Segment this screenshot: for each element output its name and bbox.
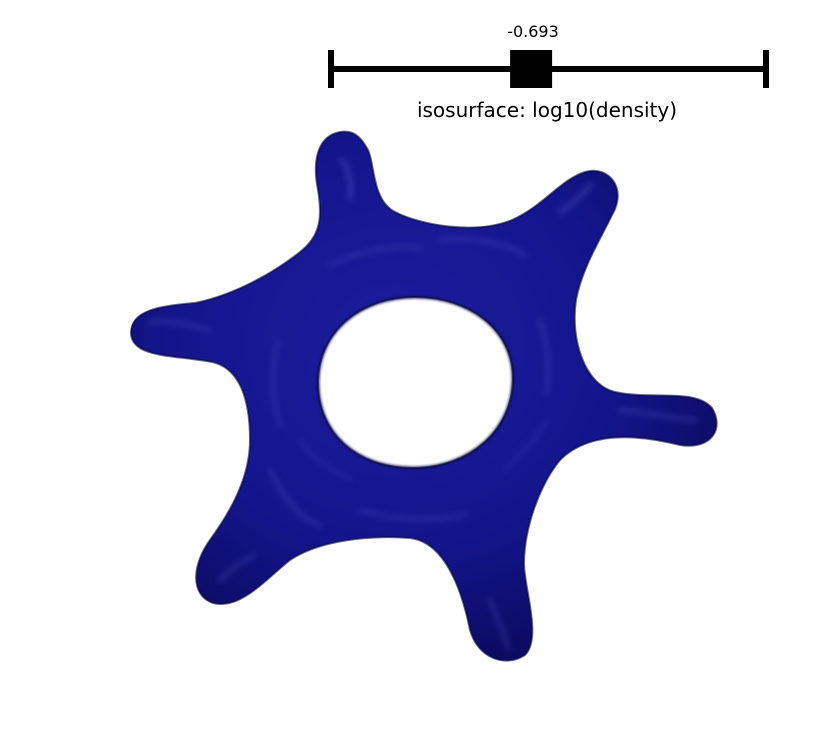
slider-handle[interactable] <box>510 50 553 88</box>
slider-value-label: -0.693 <box>507 22 559 41</box>
slider-title: isosurface: log10(density) <box>416 98 678 122</box>
